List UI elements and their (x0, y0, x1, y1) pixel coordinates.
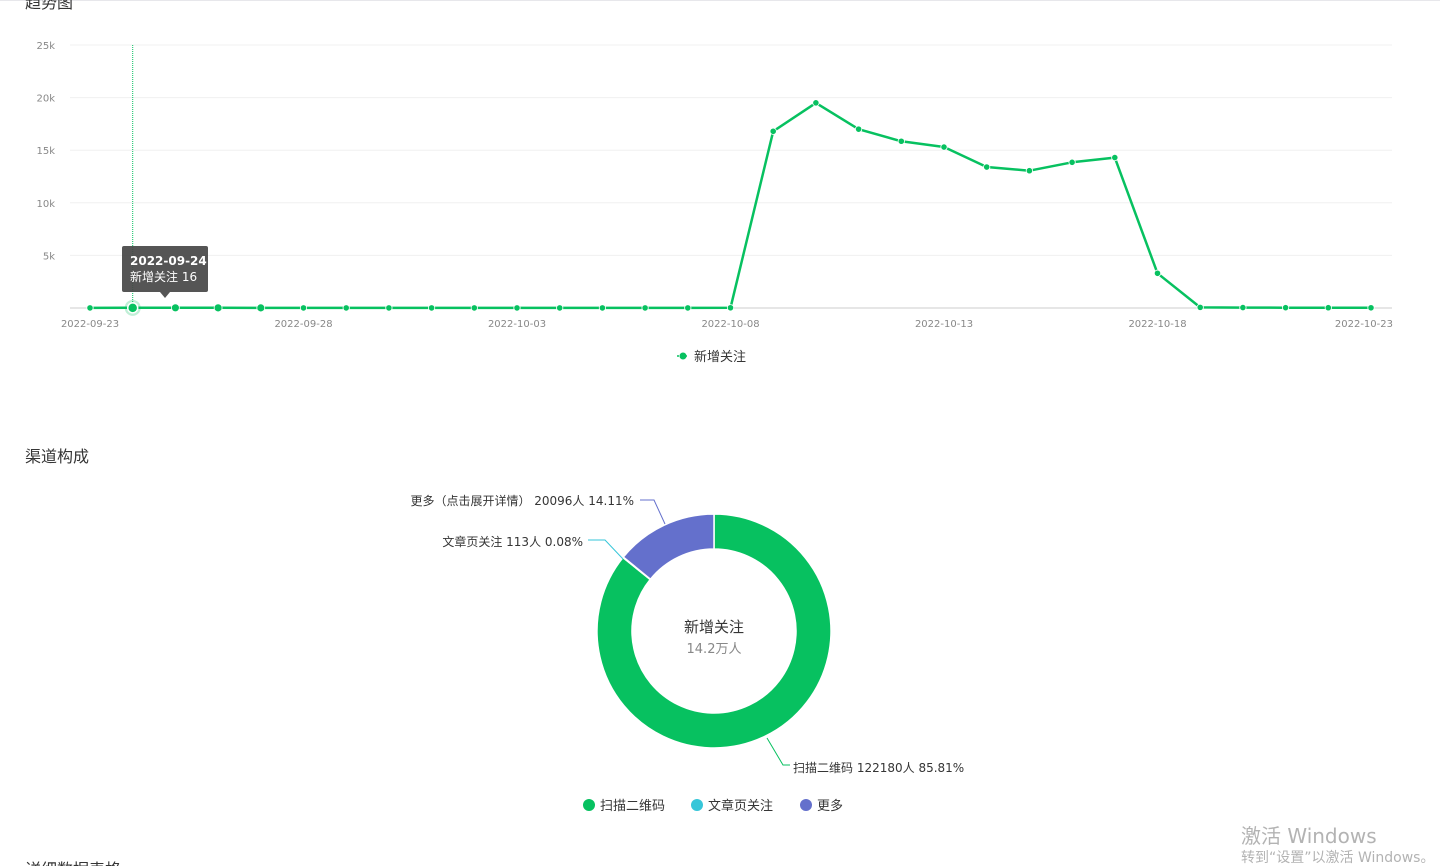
y-tick-label: 20k (36, 94, 55, 105)
slice-label-2: 文章页关注 113人 0.08% (442, 534, 583, 549)
x-tick-label: 2022-09-23 (61, 319, 119, 330)
legend-label: 新增关注 (694, 349, 746, 365)
x-tick-label: 2022-10-03 (488, 319, 546, 330)
data-point (1324, 304, 1332, 312)
data-point (940, 143, 948, 151)
data-point (1111, 153, 1119, 162)
data-point (983, 163, 991, 171)
data-point (213, 303, 223, 313)
data-point (684, 304, 692, 312)
data-point (256, 303, 266, 313)
windows-activation-watermark: 激活 Windows 转到“设置”以激活 Windows。 (1241, 823, 1434, 866)
top-divider (0, 0, 1440, 1)
chart-tooltip: 2022-09-24 新增关注 16 (122, 246, 208, 298)
data-point (556, 304, 564, 312)
donut-slice-3 (622, 513, 715, 581)
data-point (1068, 158, 1076, 166)
watermark-sub: 转到“设置”以激活 Windows。 (1241, 850, 1435, 866)
tooltip-value: 新增关注 16 (130, 270, 198, 284)
pie-legend-label: 扫描二维码 (600, 799, 665, 814)
y-tick-label: 5k (43, 251, 55, 262)
pie-legend-item-2: 文章页关注 (691, 798, 773, 814)
data-point (854, 125, 863, 133)
slice-label-1: 扫描二维码 122180人 85.81% (793, 761, 964, 775)
pie-legend-label: 文章页关注 (708, 798, 773, 814)
line-legend: 新增关注 (677, 349, 746, 365)
data-point (86, 304, 94, 312)
data-point (641, 304, 649, 312)
highlight-point (126, 302, 139, 314)
tooltip-date: 2022-09-24 (130, 254, 207, 268)
data-point (427, 304, 436, 312)
data-point (470, 304, 478, 312)
data-point (1025, 167, 1034, 175)
data-point (342, 304, 350, 312)
y-tick-label: 10k (36, 199, 55, 210)
slice-label-3: 更多（点击展开详情） 20096人 14.11% (410, 493, 634, 508)
data-point (1239, 303, 1247, 312)
data-point (598, 304, 607, 312)
pie-legend-item-3: 更多 (800, 798, 843, 814)
y-tick-label: 25k (36, 41, 55, 52)
donut-slice-1 (596, 513, 832, 749)
data-point (897, 137, 905, 145)
trend-section-title: 趋势图 (25, 0, 74, 12)
x-tick-label: 2022-10-08 (701, 319, 759, 330)
data-point (513, 304, 521, 312)
x-tick-label: 2022-09-28 (274, 319, 332, 330)
y-tick-label: 15k (36, 146, 55, 157)
x-tick-label: 2022-10-13 (915, 319, 973, 330)
data-point (726, 304, 735, 312)
data-point (299, 304, 308, 312)
data-point (1282, 304, 1290, 312)
legend-dot-marker (679, 352, 687, 360)
pie-legend-marker (691, 799, 703, 811)
watermark-main: 激活 Windows (1241, 824, 1377, 848)
pie-legend-item-1: 扫描二维码 (583, 799, 665, 814)
trend-line-chart[interactable]: 5k 10k 15k 20k 25k 2022-09-23 2022-09-28 2022-1… (0, 0, 1440, 380)
data-point (769, 127, 777, 135)
data-point (385, 304, 393, 312)
x-tick-label: 2022-10-18 (1128, 319, 1186, 330)
pie-legend-marker (800, 799, 812, 811)
data-point (812, 99, 820, 107)
data-point (1196, 303, 1204, 311)
data-point (1367, 304, 1375, 312)
leader-line-1 (766, 737, 790, 766)
table-section-title: 详细数据表格 (25, 856, 121, 866)
donut-center-value: 14.2万人 (687, 642, 742, 657)
data-point (170, 303, 180, 313)
x-tick-label: 2022-10-23 (1335, 319, 1393, 330)
leader-line-2 (588, 539, 624, 560)
pie-legend-label: 更多 (817, 798, 843, 814)
data-point (1153, 269, 1162, 277)
donut-center-title: 新增关注 (684, 618, 744, 636)
channel-section-title: 渠道构成 (25, 447, 90, 466)
pie-legend-marker (583, 799, 595, 811)
leader-line-3 (640, 499, 666, 525)
